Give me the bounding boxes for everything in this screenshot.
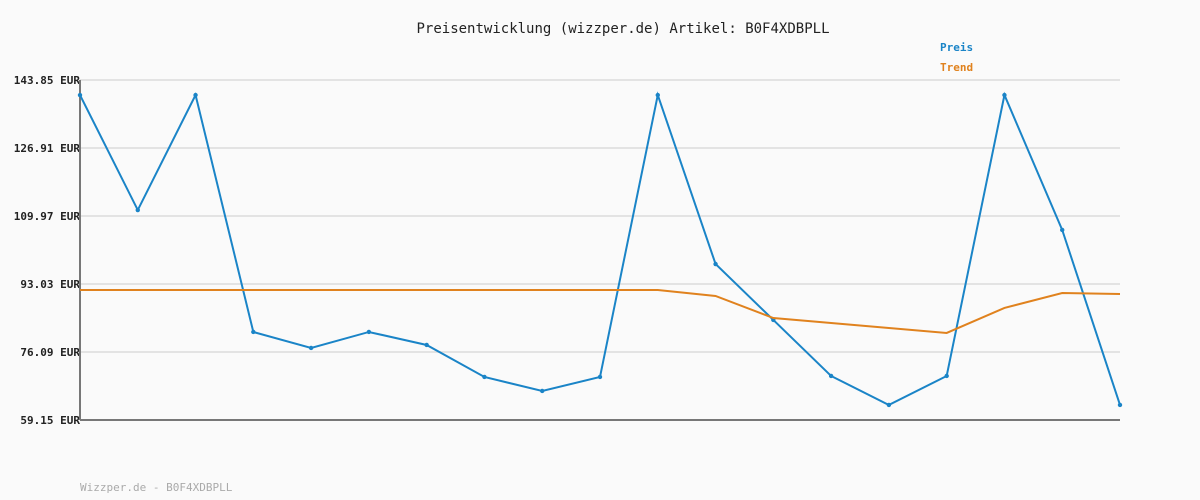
- data-point: [366, 329, 372, 335]
- y-tick-label: 143.85 EUR: [14, 74, 81, 87]
- data-point: [308, 345, 314, 351]
- data-point: [1060, 227, 1065, 233]
- data-point: [77, 92, 83, 98]
- data-point: [1117, 402, 1123, 408]
- data-point: [1002, 92, 1007, 98]
- data-point: [424, 342, 429, 348]
- chart-title: Preisentwicklung (wizzper.de) Artikel: B…: [416, 21, 829, 37]
- data-point: [655, 92, 660, 98]
- data-point: [944, 373, 949, 379]
- y-tick-label: 109.97 EUR: [14, 210, 81, 223]
- y-tick-label: 76.09 EUR: [20, 346, 80, 359]
- data-point: [251, 329, 256, 335]
- data-point: [135, 207, 140, 213]
- series-line-trend: [80, 288, 1121, 334]
- data-point: [713, 261, 718, 267]
- data-point: [193, 92, 198, 98]
- legend-preis: Preis: [940, 41, 973, 54]
- legend-trend: Trend: [940, 61, 973, 74]
- data-point: [540, 388, 545, 394]
- data-point: [482, 374, 487, 380]
- y-tick-label: 59.15 EUR: [20, 414, 80, 427]
- y-tick-label: 126.91 EUR: [14, 142, 81, 155]
- data-point: [597, 374, 603, 380]
- footer-text: Wizzper.de - B0F4XDBPLL: [80, 481, 233, 494]
- data-point: [886, 402, 892, 408]
- data-point: [828, 373, 834, 379]
- y-tick-label: 93.03 EUR: [20, 278, 80, 291]
- series-line-preis: [79, 91, 1121, 407]
